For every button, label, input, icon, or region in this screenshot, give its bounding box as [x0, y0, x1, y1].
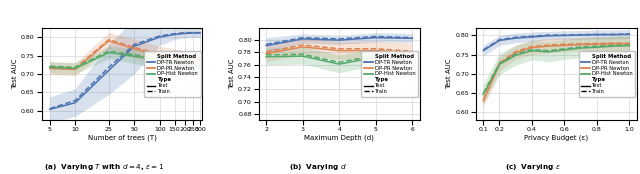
Legend: Split Method, DP-TR Newton, DP-PR Newton, DP-Hist Newton, Type, Test, Train: Split Method, DP-TR Newton, DP-PR Newton… [362, 51, 418, 97]
Legend: Split Method, DP-TR Newton, DP-PR Newton, DP-Hist Newton, Type, Test, Train: Split Method, DP-TR Newton, DP-PR Newton… [144, 51, 201, 97]
Y-axis label: Test AUC: Test AUC [447, 59, 452, 89]
Y-axis label: Test AUC: Test AUC [229, 59, 235, 89]
Text: (a)  Varying $T$ with $d = 4$, $\epsilon = 1$: (a) Varying $T$ with $d = 4$, $\epsilon … [44, 162, 164, 172]
Text: (b)  Varying $d$: (b) Varying $d$ [289, 162, 347, 172]
X-axis label: Maximum Depth (d): Maximum Depth (d) [304, 135, 374, 141]
Legend: Split Method, DP-TR Newton, DP-PR Newton, DP-Hist Newton, Type, Test, Train: Split Method, DP-TR Newton, DP-PR Newton… [579, 51, 636, 97]
Text: (c)  Varying $\epsilon$: (c) Varying $\epsilon$ [504, 162, 561, 172]
Y-axis label: Test AUC: Test AUC [12, 59, 18, 89]
X-axis label: Number of trees (T): Number of trees (T) [88, 135, 156, 141]
X-axis label: Privacy Budget (ε): Privacy Budget (ε) [524, 135, 588, 141]
